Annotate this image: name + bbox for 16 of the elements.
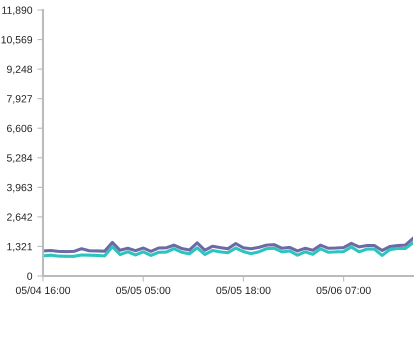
- y-tick-label: 5,284: [6, 154, 32, 163]
- line-series: [43, 241, 413, 258]
- line-series: [43, 236, 413, 254]
- y-tick-label: 10,569: [2, 36, 32, 45]
- x-tick-label: 05/05 18:00: [216, 286, 271, 294]
- y-tick-label: 6,606: [7, 124, 32, 134]
- y-tick-label: 9,248: [7, 66, 32, 74]
- y-tick-label: 1,321: [7, 242, 32, 252]
- y-tick-label: 7,927: [7, 95, 32, 104]
- y-tick-label: 3,963: [6, 184, 32, 192]
- x-tick-label: 05/05 05:00: [116, 286, 170, 294]
- y-tick-label: 0: [27, 272, 32, 280]
- x-tick-label: 05/06 07:00: [316, 286, 371, 294]
- y-tick-label: 2,642: [7, 213, 32, 222]
- x-tick-label: 05/04 16:00: [16, 286, 70, 294]
- y-tick-label: 11,890: [2, 6, 32, 16]
